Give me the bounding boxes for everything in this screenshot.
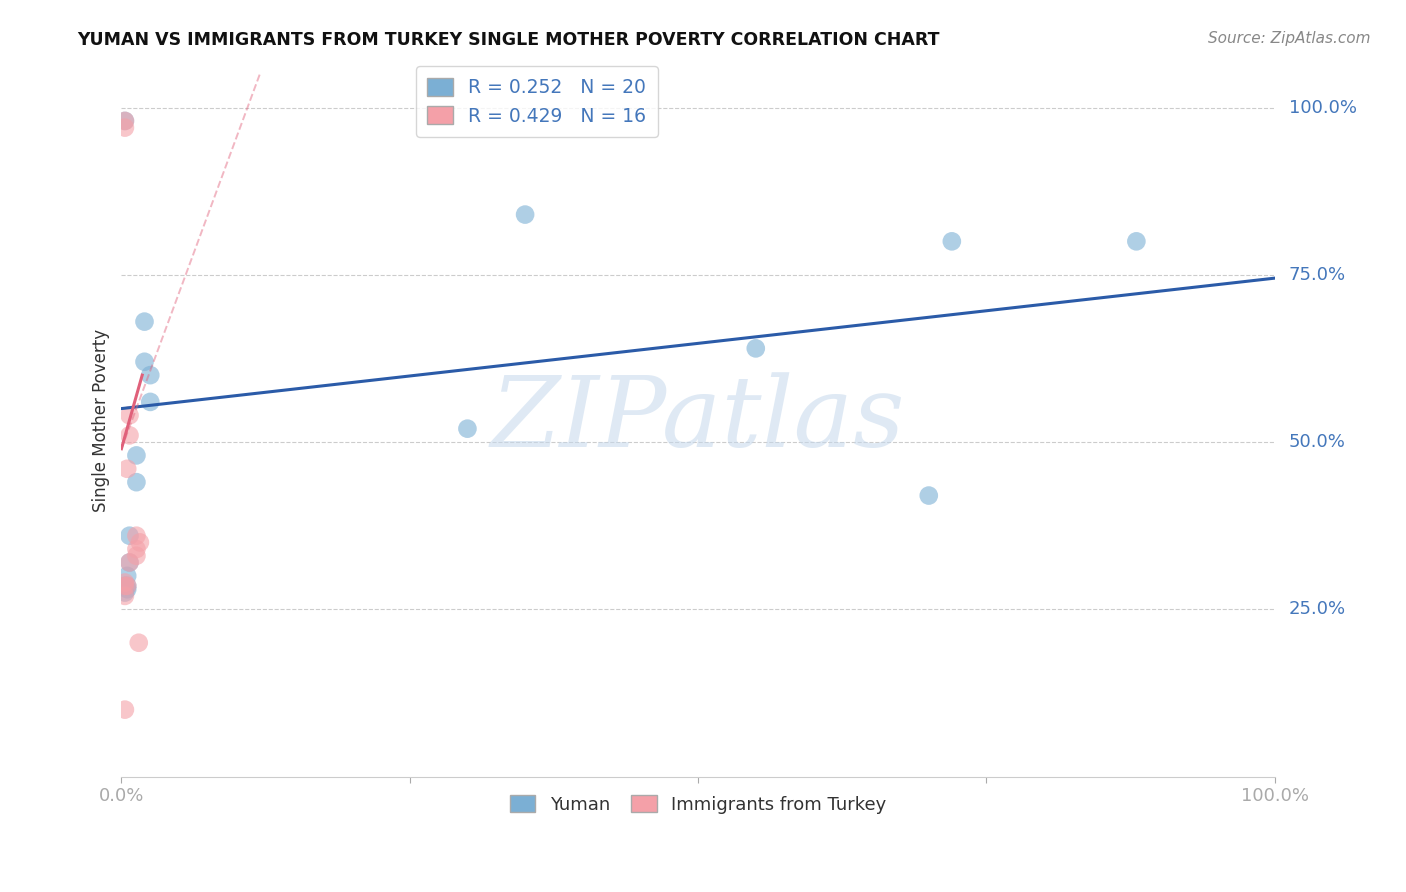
Text: YUMAN VS IMMIGRANTS FROM TURKEY SINGLE MOTHER POVERTY CORRELATION CHART: YUMAN VS IMMIGRANTS FROM TURKEY SINGLE M… — [77, 31, 939, 49]
Y-axis label: Single Mother Poverty: Single Mother Poverty — [93, 329, 110, 512]
Point — [118, 556, 141, 570]
Point — [918, 489, 941, 503]
Point — [125, 549, 148, 563]
Point — [125, 542, 148, 557]
Point — [134, 355, 156, 369]
Text: 25.0%: 25.0% — [1289, 600, 1346, 618]
Point — [115, 569, 138, 583]
Point — [115, 582, 138, 597]
Legend: Yuman, Immigrants from Turkey: Yuman, Immigrants from Turkey — [502, 788, 894, 821]
Point — [114, 114, 136, 128]
Point — [115, 579, 138, 593]
Point — [125, 475, 148, 490]
Point — [1125, 235, 1147, 249]
Point — [114, 589, 136, 603]
Point — [513, 208, 536, 222]
Point — [114, 575, 136, 590]
Point — [139, 395, 162, 409]
Point — [128, 535, 150, 549]
Text: 50.0%: 50.0% — [1289, 433, 1346, 451]
Point — [114, 114, 136, 128]
Point — [125, 529, 148, 543]
Text: ZIPatlas: ZIPatlas — [491, 373, 905, 468]
Point — [114, 579, 136, 593]
Point — [114, 579, 136, 593]
Point — [115, 579, 138, 593]
Point — [118, 428, 141, 442]
Point — [128, 636, 150, 650]
Point — [745, 342, 768, 356]
Point — [118, 529, 141, 543]
Point — [456, 422, 478, 436]
Point — [134, 315, 156, 329]
Point — [114, 120, 136, 135]
Text: Source: ZipAtlas.com: Source: ZipAtlas.com — [1208, 31, 1371, 46]
Point — [114, 585, 136, 599]
Point — [115, 462, 138, 476]
Text: 100.0%: 100.0% — [1289, 98, 1357, 117]
Point — [114, 703, 136, 717]
Point — [941, 235, 963, 249]
Text: 75.0%: 75.0% — [1289, 266, 1346, 284]
Point — [139, 368, 162, 383]
Point — [118, 556, 141, 570]
Point — [125, 449, 148, 463]
Point — [118, 409, 141, 423]
